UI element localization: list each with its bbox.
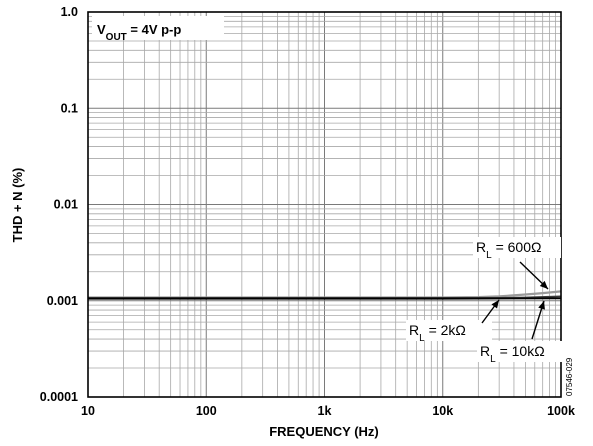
y-tick-label: 0.001	[47, 294, 78, 308]
x-tick-label: 100	[196, 404, 217, 418]
y-tick-label: 0.0001	[40, 390, 78, 404]
annotation-rest: = 2kΩ	[425, 322, 466, 338]
y-tick-label: 0.1	[61, 101, 78, 115]
x-tick-label: 1k	[318, 404, 332, 418]
x-tick-label: 100k	[547, 404, 575, 418]
x-tick-labels: 10 100 1k 10k 100k	[81, 404, 575, 418]
annotation-main: R	[480, 343, 490, 359]
annotation-main: R	[409, 322, 419, 338]
x-tick-label: 10	[81, 404, 95, 418]
annotation-main: R	[476, 239, 486, 255]
annotation-rest: = 600Ω	[492, 239, 542, 255]
annotation-rest: = 10kΩ	[496, 343, 545, 359]
y-tick-label: 0.01	[54, 198, 78, 212]
x-axis-title: FREQUENCY (Hz)	[269, 424, 379, 439]
x-tick-label: 10k	[432, 404, 453, 418]
figure-id: 07546-029	[565, 357, 574, 396]
annotation-arrowhead-1	[491, 300, 499, 309]
y-tick-label: 1.0	[61, 5, 78, 19]
y-tick-labels: 1.0 0.1 0.01 0.001 0.0001	[40, 5, 78, 404]
y-axis-title: THD + N (%)	[10, 168, 25, 243]
